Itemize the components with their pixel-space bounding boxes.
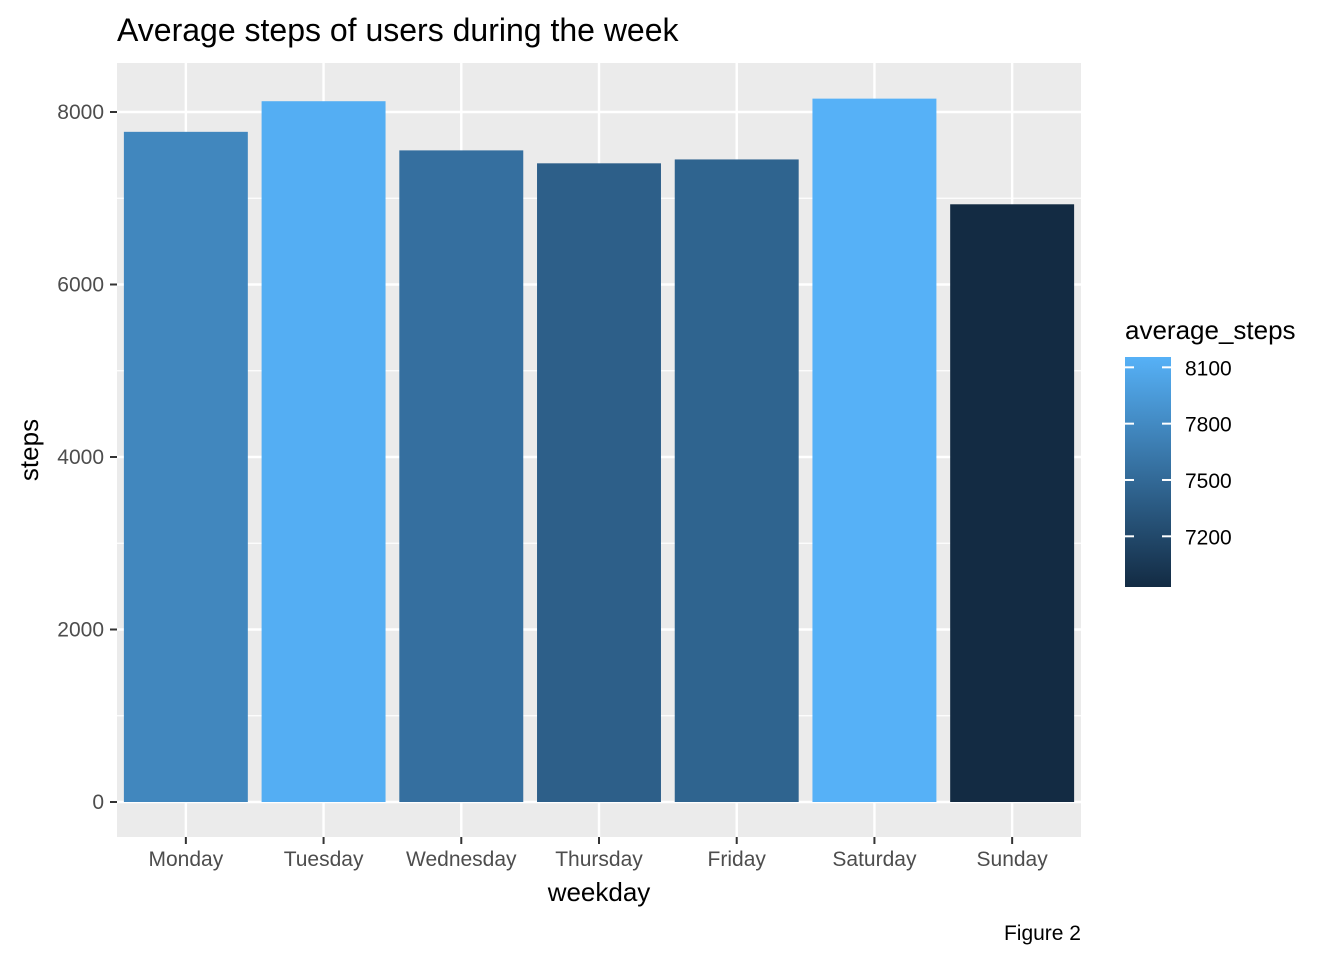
x-tick-label: Sunday: [977, 848, 1049, 871]
x-tick-label: Monday: [148, 848, 223, 871]
legend-colorbar: [1125, 357, 1171, 587]
legend-tick-label: 7500: [1185, 470, 1232, 493]
x-axis-title: weekday: [547, 877, 651, 907]
legend-tick-label: 7200: [1185, 526, 1232, 549]
legend: average_steps 8100 7800 7500 7200: [1125, 315, 1296, 587]
bar-monday: [123, 131, 248, 802]
bars: [123, 98, 1075, 803]
legend-ticks: 8100 7800 7500 7200: [1125, 357, 1232, 549]
x-tick-label: Saturday: [832, 848, 917, 871]
y-tick-label: 4000: [57, 446, 104, 469]
legend-tick-label: 8100: [1185, 357, 1232, 380]
chart-title: Average steps of users during the week: [117, 12, 680, 48]
y-axis: 0 2000 4000 6000 8000: [57, 101, 117, 814]
bar-wednesday: [399, 150, 524, 803]
x-tick-label: Friday: [708, 848, 767, 871]
bar-sunday: [950, 204, 1075, 803]
bar-friday: [674, 159, 799, 802]
legend-tick-label: 7800: [1185, 414, 1232, 437]
y-tick-label: 2000: [57, 619, 104, 642]
y-axis-title: steps: [14, 419, 44, 481]
figure-caption: Figure 2: [1004, 922, 1081, 945]
legend-title: average_steps: [1125, 315, 1296, 345]
bar-saturday: [812, 98, 937, 803]
x-tick-label: Tuesday: [284, 848, 364, 871]
y-tick-label: 6000: [57, 274, 104, 297]
y-tick-label: 0: [92, 791, 104, 814]
x-axis: Monday Tuesday Wednesday Thursday Friday Satu…: [148, 837, 1048, 871]
bar-thursday: [537, 163, 661, 803]
bar-tuesday: [261, 101, 386, 802]
x-tick-label: Wednesday: [406, 848, 517, 871]
y-tick-label: 8000: [57, 101, 104, 124]
x-tick-label: Thursday: [555, 848, 643, 871]
